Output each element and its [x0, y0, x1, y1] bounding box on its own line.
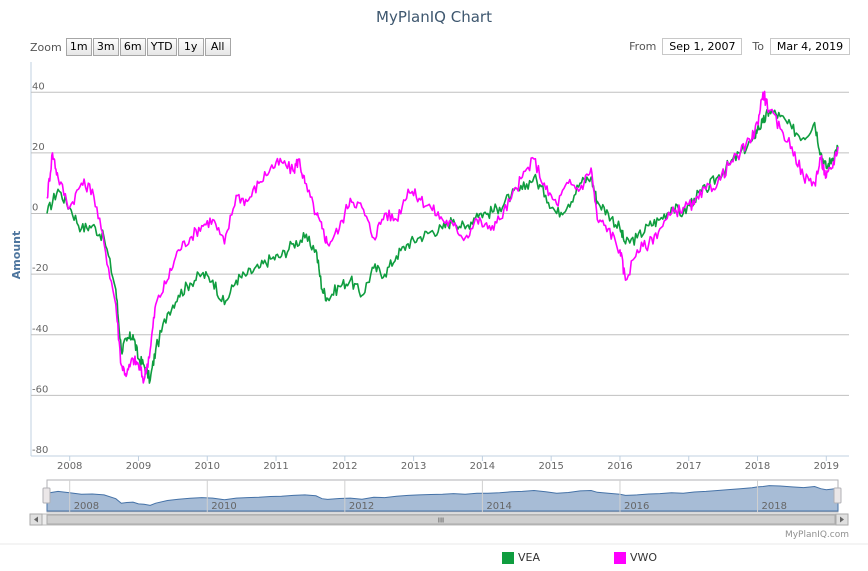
x-tick-label: 2017: [676, 461, 701, 472]
series-line-vwo: [46, 90, 839, 384]
y-tick-label: 40: [32, 81, 45, 92]
series-line-vea: [46, 109, 839, 384]
zoom-3m-button[interactable]: 3m: [92, 38, 119, 56]
x-tick-label: 2012: [332, 461, 357, 472]
zoom-6m-button[interactable]: 6m: [119, 38, 146, 56]
from-label: From: [629, 40, 657, 53]
x-tick-label: 2011: [263, 461, 288, 472]
from-date-input[interactable]: [662, 38, 743, 55]
x-tick-label: 2010: [195, 461, 220, 472]
legend-item-vwo[interactable]: VWO: [614, 551, 657, 564]
y-tick-label: -80: [32, 445, 48, 456]
y-axis-label: Amount: [10, 231, 23, 279]
y-tick-label: -20: [32, 263, 48, 274]
chart-title: MyPlanIQ Chart: [376, 8, 492, 26]
navigator-scrollbar[interactable]: III: [29, 513, 849, 526]
navigator-year-label: 2016: [624, 501, 649, 512]
y-tick-label: 20: [32, 142, 45, 153]
navigator-year-label: 2008: [74, 501, 99, 512]
y-tick-label: 0: [32, 203, 38, 214]
legend-label-vea: VEA: [518, 551, 540, 564]
y-tick-label: -40: [32, 324, 48, 335]
navigator-year-label: 2014: [486, 501, 511, 512]
to-date-input[interactable]: [770, 38, 850, 55]
zoom-ytd-button[interactable]: YTD: [146, 38, 177, 56]
legend-swatch-vwo: [614, 551, 626, 564]
x-tick-label: 2014: [470, 461, 495, 472]
legend-item-vea[interactable]: VEA: [502, 551, 540, 564]
navigator-area: [46, 485, 839, 512]
legend-label-vwo: VWO: [630, 551, 658, 564]
zoom-label: Zoom: [30, 40, 62, 54]
navigator-left-handle[interactable]: [42, 487, 51, 504]
scrollbar-grip: III: [438, 517, 444, 525]
x-tick-label: 2013: [401, 461, 426, 472]
zoom-1m-button[interactable]: 1m: [65, 38, 92, 56]
zoom-1y-button[interactable]: 1y: [177, 38, 204, 56]
to-label: To: [752, 40, 764, 53]
zoom-bar: Zoom 1m 3m 6m YTD 1y All: [30, 38, 232, 56]
date-range-selector: From To: [619, 38, 850, 55]
x-tick-label: 2019: [814, 461, 839, 472]
navigator-right-handle[interactable]: [833, 487, 842, 504]
x-tick-label: 2009: [126, 461, 151, 472]
plot-area: 40 20 0 -20 -40 -60 -80 2008 2009 2010 2011 2012 201…: [30, 62, 849, 472]
chevron-right-icon: [840, 516, 844, 523]
navigator-year-labels: 2008 2010 2012 2014 2016 2018: [69, 480, 787, 512]
legend-swatch-vea: [502, 551, 514, 564]
chart-credit[interactable]: MyPlanIQ.com: [785, 530, 849, 540]
x-tick-label: 2015: [538, 461, 563, 472]
scrollbar-thumb[interactable]: [46, 514, 836, 525]
y-tick-label: -60: [32, 384, 48, 395]
chevron-left-icon: [34, 516, 38, 523]
x-tick-label: 2018: [745, 461, 770, 472]
zoom-all-button[interactable]: All: [204, 38, 231, 56]
navigator-year-label: 2018: [762, 501, 787, 512]
x-tick-label: 2016: [607, 461, 632, 472]
navigator-year-label: 2012: [349, 501, 374, 512]
chart-legend: VEA VWO: [0, 551, 868, 569]
navigator[interactable]: 2008 2010 2012 2014 2016 2018: [42, 479, 842, 513]
x-tick-label: 2008: [57, 461, 82, 472]
navigator-year-label: 2010: [211, 501, 236, 512]
